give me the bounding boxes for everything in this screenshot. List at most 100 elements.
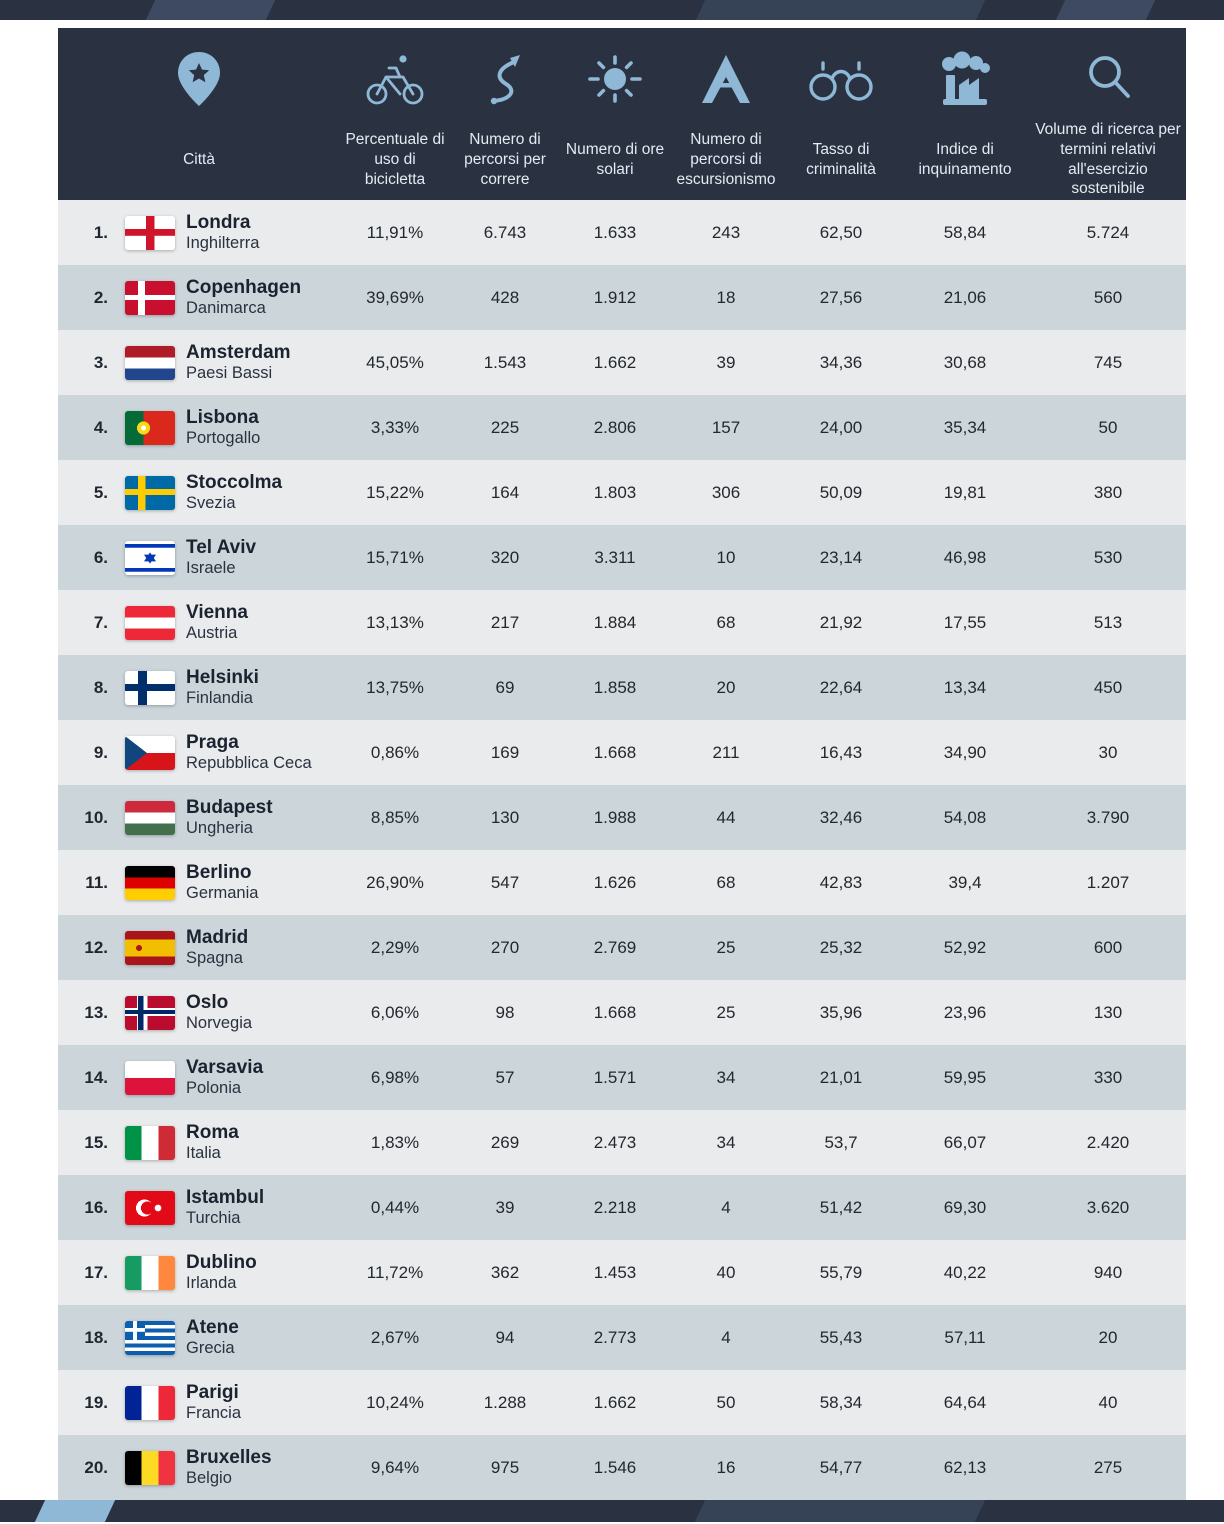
value-sun-hours: 1.668 (593, 742, 637, 762)
bottom-decorative-band (0, 1500, 1224, 1522)
rank-label: 4. (93, 417, 108, 437)
value-pollution-index: 40,22 (943, 1262, 987, 1282)
country-flag (125, 865, 175, 900)
value-sun-hours: 1.988 (593, 807, 637, 827)
value-bike-usage: 13,13% (366, 612, 424, 632)
flag-cell (114, 1320, 186, 1355)
value-hiking-routes: 18 (716, 287, 736, 307)
table-row: 15. Roma Italia 1,83% 269 2.473 34 53,7 … (58, 1110, 1186, 1175)
value-hiking-routes: 157 (711, 417, 741, 437)
value-search-volume: 3.620 (1086, 1197, 1130, 1217)
value-pollution-index: 19,81 (943, 482, 987, 502)
value-pollution-index: 66,07 (943, 1132, 987, 1152)
value-bike-usage: 0,44% (370, 1197, 420, 1217)
value-crime-rate: 58,34 (819, 1392, 863, 1412)
table-body: 1. Londra Inghilterra 11,91% 6.743 1.633… (58, 200, 1186, 1500)
column-label: Indice di inquinamento (918, 140, 1012, 178)
country-name: Finlandia (186, 689, 253, 708)
value-sun-hours: 1.912 (593, 287, 637, 307)
value-pollution-index: 21,06 (943, 287, 987, 307)
country-name: Polonia (186, 1079, 242, 1098)
value-sun-hours: 1.626 (593, 872, 637, 892)
city-name: Istambul (186, 1186, 265, 1208)
value-bike-usage: 39,69% (366, 287, 424, 307)
flag-cell (114, 1060, 186, 1095)
value-sun-hours: 1.803 (593, 482, 637, 502)
value-crime-rate: 53,7 (824, 1132, 858, 1152)
value-crime-rate: 23,14 (819, 547, 863, 567)
table-row: 4. Lisbona Portogallo 3,33% 225 2.806 15… (58, 395, 1186, 460)
table-header: Città Percentuale di uso di bicicletta N… (58, 28, 1186, 200)
value-crime-rate: 24,00 (819, 417, 863, 437)
country-flag (125, 410, 175, 445)
value-bike-usage: 45,05% (366, 352, 424, 372)
flag-cell (114, 475, 186, 510)
value-search-volume: 1.207 (1086, 872, 1130, 892)
table-row: 5. Stoccolma Svezia 15,22% 164 1.803 306… (58, 460, 1186, 525)
value-running-routes: 39 (495, 1197, 515, 1217)
rank-label: 13. (84, 1002, 108, 1022)
mountain-icon (698, 28, 754, 120)
value-sun-hours: 1.662 (593, 1392, 637, 1412)
table-row: 12. Madrid Spagna 2,29% 270 2.769 25 25,… (58, 915, 1186, 980)
value-bike-usage: 0,86% (370, 742, 420, 762)
city-name: Berlino (186, 861, 252, 883)
country-name: Italia (186, 1144, 221, 1163)
country-flag (125, 1060, 175, 1095)
value-crime-rate: 21,01 (819, 1067, 863, 1087)
value-crime-rate: 35,96 (819, 1002, 863, 1022)
country-flag (125, 1385, 175, 1420)
value-search-volume: 5.724 (1086, 222, 1130, 242)
value-pollution-index: 64,64 (943, 1392, 987, 1412)
value-running-routes: 975 (490, 1457, 520, 1477)
country-flag (125, 605, 175, 640)
value-bike-usage: 10,24% (366, 1392, 424, 1412)
value-hiking-routes: 68 (716, 612, 736, 632)
city-name: Copenhagen (186, 276, 302, 298)
country-name: Grecia (186, 1339, 235, 1358)
city-cell: Lisbona Portogallo (186, 407, 340, 449)
city-name: Oslo (186, 991, 229, 1013)
flag-cell (114, 540, 186, 575)
value-search-volume: 530 (1093, 547, 1123, 567)
location-pin-star-icon (176, 28, 222, 120)
rank-label: 16. (84, 1197, 108, 1217)
city-name: Praga (186, 731, 239, 753)
value-pollution-index: 17,55 (943, 612, 987, 632)
value-hiking-routes: 211 (712, 742, 740, 762)
value-hiking-routes: 25 (716, 937, 736, 957)
country-name: Francia (186, 1404, 242, 1423)
country-flag (125, 475, 175, 510)
value-running-routes: 1.543 (483, 352, 527, 372)
flag-cell (114, 280, 186, 315)
city-cell: Dublino Irlanda (186, 1252, 340, 1294)
table-row: 11. Berlino Germania 26,90% 547 1.626 68… (58, 850, 1186, 915)
value-running-routes: 6.743 (483, 222, 527, 242)
sun-icon (582, 28, 648, 120)
table-row: 13. Oslo Norvegia 6,06% 98 1.668 25 35,9… (58, 980, 1186, 1045)
value-pollution-index: 13,34 (943, 677, 987, 697)
column-header-running-routes: Numero di percorsi per correre (450, 28, 560, 207)
rank-label: 5. (93, 482, 108, 502)
country-name: Danimarca (186, 299, 266, 318)
city-cell: Roma Italia (186, 1122, 340, 1164)
value-running-routes: 269 (490, 1132, 520, 1152)
column-header-hiking-routes: Numero di percorsi di escursionismo (670, 28, 782, 207)
value-search-volume: 40 (1098, 1392, 1118, 1412)
value-bike-usage: 6,06% (370, 1002, 420, 1022)
value-bike-usage: 13,75% (366, 677, 424, 697)
table-row: 1. Londra Inghilterra 11,91% 6.743 1.633… (58, 200, 1186, 265)
column-header-crime-rate: Tasso di criminalità (782, 28, 900, 207)
value-running-routes: 320 (490, 547, 520, 567)
value-hiking-routes: 44 (716, 807, 736, 827)
value-pollution-index: 69,30 (943, 1197, 987, 1217)
value-search-volume: 560 (1093, 287, 1123, 307)
value-bike-usage: 9,64% (370, 1457, 420, 1477)
value-running-routes: 217 (490, 612, 520, 632)
column-label: Percentuale di uso di bicicletta (345, 130, 445, 188)
value-pollution-index: 34,90 (943, 742, 987, 762)
rank-label: 14. (84, 1067, 108, 1087)
table-row: 16. Istambul Turchia 0,44% 39 2.218 4 51… (58, 1175, 1186, 1240)
column-label: Numero di ore solari (565, 140, 665, 178)
handcuffs-icon (803, 28, 879, 120)
